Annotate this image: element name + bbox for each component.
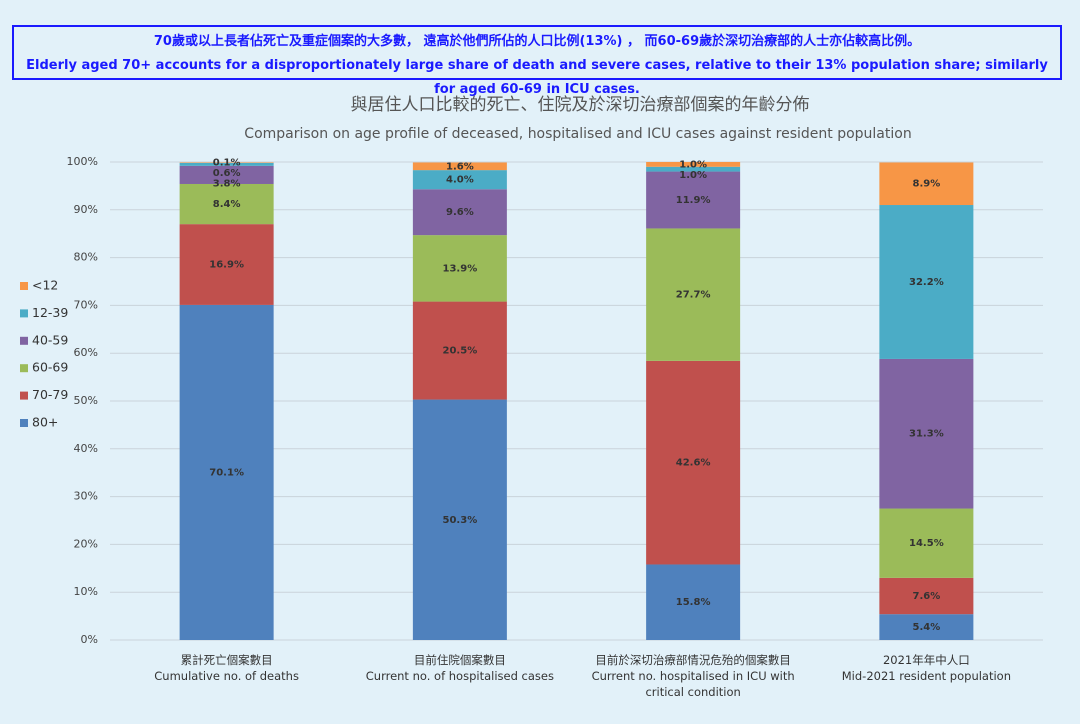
legend-swatch — [20, 391, 28, 400]
chart-title: 與居住人口比較的死亡、住院及於深切治療部個案的年齡分佈 — [351, 95, 810, 115]
bar-segment — [412, 235, 507, 302]
bar-segment — [646, 162, 741, 167]
value-label: 0.6% — [213, 168, 241, 179]
value-label: 15.8% — [676, 597, 711, 608]
bar-segment — [879, 577, 974, 615]
bar-segment — [179, 162, 274, 166]
bar-segment — [412, 399, 507, 640]
bar-segment — [179, 165, 274, 184]
legend-swatch — [20, 282, 28, 290]
legend-swatch — [20, 336, 28, 345]
y-tick-label: 100% — [67, 155, 98, 168]
bar-segment — [412, 162, 507, 171]
y-tick-label: 90% — [74, 203, 98, 216]
y-tick-label: 80% — [74, 251, 98, 264]
x-tick-label: Current no. hospitalised in ICU with cri… — [591, 669, 795, 699]
y-tick-label: 10% — [74, 585, 98, 598]
value-label: 1.0% — [679, 159, 707, 170]
header-line-zh: 70歲或以上長者佔死亡及重症個案的大多數， 遠高於他們所佔的人口比例(13%) … — [153, 34, 921, 49]
header-line-en: Elderly aged 70+ accounts for a dispropo… — [26, 58, 1048, 97]
value-label: 8.4% — [213, 199, 241, 210]
bar-segment — [412, 301, 507, 400]
value-label: 14.5% — [909, 538, 944, 549]
value-label: 1.6% — [446, 161, 474, 172]
bar-segment — [879, 614, 974, 640]
y-tick-label: 30% — [74, 490, 98, 503]
bar-segment — [646, 171, 741, 229]
value-label: 1.0% — [679, 170, 707, 181]
bar-segment — [179, 183, 274, 225]
value-label: 13.9% — [443, 263, 478, 274]
y-tick-label: 40% — [74, 442, 98, 455]
legend-swatch — [20, 309, 28, 318]
legend-label: 60-69 — [32, 360, 68, 375]
value-label: 4.0% — [446, 175, 474, 186]
value-label: 5.4% — [913, 622, 941, 633]
value-label: 50.3% — [443, 515, 478, 526]
legend-swatch — [20, 419, 28, 427]
value-label: 16.9% — [209, 260, 244, 271]
legend-label: 80+ — [32, 415, 58, 430]
value-label: 20.5% — [443, 346, 478, 357]
x-tick-label: Mid-2021 resident population — [841, 669, 1011, 683]
legend-label: 40-59 — [32, 332, 68, 347]
value-label: 42.6% — [676, 458, 711, 469]
value-label: 9.6% — [446, 207, 474, 218]
bar-segment — [879, 358, 974, 509]
chart-subtitle: Comparison on age profile of deceased, h… — [244, 126, 911, 142]
value-label: 0.1% — [213, 158, 241, 169]
bar-segment — [646, 228, 741, 361]
x-tick-label: 2021年年中人口 — [882, 653, 970, 667]
x-tick-label: 目前住院個案數目 — [413, 653, 506, 667]
x-tick-label: Cumulative no. of deaths — [154, 669, 299, 683]
header-box: 70歲或以上長者佔死亡及重症個案的大多數， 遠高於他們所佔的人口比例(13%) … — [12, 25, 1062, 97]
x-tick-label: 目前於深切治療部情況危殆的個案數目 — [595, 653, 791, 667]
y-tick-label: 50% — [74, 394, 98, 407]
legend-label: 12-39 — [32, 305, 68, 320]
value-label: 7.6% — [913, 591, 941, 602]
bar-segment — [646, 564, 741, 640]
y-tick-label: 20% — [74, 537, 98, 550]
legend-swatch — [20, 364, 28, 373]
bar-segment — [879, 162, 974, 206]
bar-segment — [879, 508, 974, 578]
value-label: 32.2% — [909, 277, 944, 288]
y-tick-label: 0% — [81, 633, 98, 646]
bar-segment — [179, 224, 274, 305]
bar-segment — [879, 205, 974, 359]
value-label: 31.3% — [909, 429, 944, 440]
x-tick-label: 累計死亡個案數目 — [180, 653, 273, 667]
bar-segment — [646, 166, 741, 172]
bar-segment — [412, 189, 507, 236]
y-tick-label: 60% — [74, 346, 98, 359]
value-label: 70.1% — [209, 467, 244, 478]
bar-segment — [179, 304, 274, 640]
value-label: 3.8% — [213, 179, 241, 190]
bar-segment — [646, 360, 741, 565]
value-label: 27.7% — [676, 290, 711, 301]
value-label: 11.9% — [676, 195, 711, 206]
bar-segment — [412, 170, 507, 190]
x-tick-label: Current no. of hospitalised cases — [365, 669, 554, 683]
y-tick-label: 70% — [74, 298, 98, 311]
value-label: 8.9% — [913, 179, 941, 190]
legend-label: <12 — [32, 278, 58, 293]
legend-label: 70-79 — [32, 387, 68, 402]
